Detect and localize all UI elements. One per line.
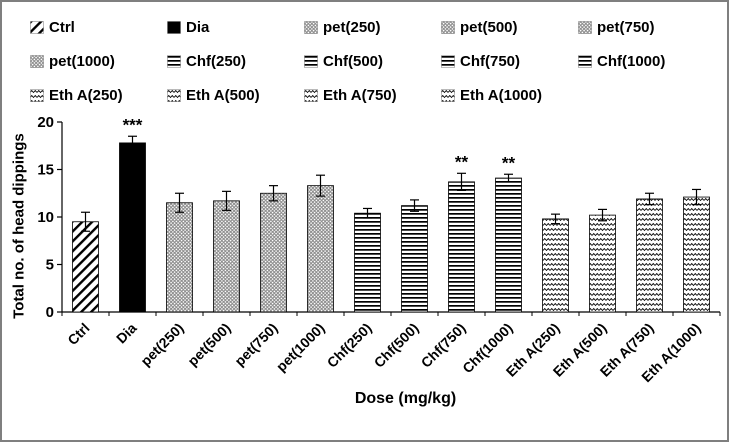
legend-swatch-dots-icon xyxy=(441,20,455,34)
legend-swatch-zigzag-icon xyxy=(167,88,181,102)
legend-swatch-hlines-icon xyxy=(167,54,181,68)
legend-item-chf-1000: Chf(1000) xyxy=(578,44,715,78)
legend-swatch-hlines-icon xyxy=(441,54,455,68)
chart-area: Total no. of head dippings 0 5 10 15 20 Ctrl *… xyxy=(6,112,725,412)
bar-pet-750 xyxy=(260,192,287,313)
bar-eth-a-1000 xyxy=(683,196,710,313)
legend-swatch-solid-icon xyxy=(167,20,181,34)
legend-label: Chf(500) xyxy=(323,52,384,70)
legend-label: pet(750) xyxy=(597,18,655,36)
legend-item-pet-250: pet(250) xyxy=(304,10,441,44)
legend-swatch-dots-icon xyxy=(578,20,592,34)
x-tick-label-pet-1000: pet(1000) xyxy=(273,320,328,375)
legend-item-eth-a-1000: Eth A(1000) xyxy=(441,78,578,112)
x-axis-title: Dose (mg/kg) xyxy=(354,390,457,407)
legend-swatch-hlines-icon xyxy=(304,54,318,68)
legend-label: pet(500) xyxy=(460,18,518,36)
bar-pet-500 xyxy=(213,200,240,313)
legend-item-pet-500: pet(500) xyxy=(441,10,578,44)
legend-swatch-dots-icon xyxy=(30,54,44,68)
legend-label: Eth A(1000) xyxy=(460,86,542,104)
chart-legend: Ctrl Dia pet(250) pet(500) pet(750) pet(1000)… xyxy=(6,4,725,112)
bar-chf-500 xyxy=(401,205,428,313)
x-tick-label-chf-500: Chf(500) xyxy=(371,320,422,371)
legend-swatch-zigzag-icon xyxy=(441,88,455,102)
legend-label: pet(1000) xyxy=(49,52,115,70)
y-axis-title: Total no. of head dippings xyxy=(6,112,32,412)
y-tick-label: 0 xyxy=(46,304,54,321)
y-tick-label: 10 xyxy=(37,209,54,226)
x-tick-label-pet-250: pet(250) xyxy=(137,320,186,369)
legend-label: pet(250) xyxy=(323,18,381,36)
y-tick-label: 20 xyxy=(37,114,54,131)
bar-chf-250 xyxy=(354,212,381,313)
legend-swatch-diagonal-icon xyxy=(30,20,44,34)
y-tick-label: 5 xyxy=(46,257,54,274)
bar-chf-1000 xyxy=(495,177,522,313)
legend-label: Ctrl xyxy=(49,18,75,36)
legend-swatch-hlines-icon xyxy=(578,54,592,68)
legend-label: Eth A(500) xyxy=(186,86,260,104)
x-tick-label-chf-250: Chf(250) xyxy=(324,320,375,371)
x-tick-label-ctrl: Ctrl xyxy=(64,320,92,348)
x-tick-label-dia: Dia xyxy=(113,320,140,347)
legend-item-eth-a-750: Eth A(750) xyxy=(304,78,441,112)
legend-label: Eth A(750) xyxy=(323,86,397,104)
significance-label: *** xyxy=(123,115,143,134)
x-tick-label-pet-500: pet(500) xyxy=(184,320,233,369)
bar-eth-a-750 xyxy=(636,198,663,313)
legend-item-chf-250: Chf(250) xyxy=(167,44,304,78)
legend-label: Chf(750) xyxy=(460,52,521,70)
legend-label: Chf(250) xyxy=(186,52,247,70)
bar-pet-1000 xyxy=(307,185,334,313)
bar-pet-250 xyxy=(166,202,193,313)
legend-item-ctrl: Ctrl xyxy=(30,10,167,44)
legend-item-eth-a-500: Eth A(500) xyxy=(167,78,304,112)
legend-label: Dia xyxy=(186,18,210,36)
bar-eth-a-250 xyxy=(542,218,569,313)
legend-item-chf-500: Chf(500) xyxy=(304,44,441,78)
legend-item-eth-a-250: Eth A(250) xyxy=(30,78,167,112)
legend-label: Eth A(250) xyxy=(49,86,123,104)
legend-label: Chf(1000) xyxy=(597,52,666,70)
significance-label: ** xyxy=(502,153,516,172)
legend-swatch-dots-icon xyxy=(304,20,318,34)
legend-item-dia: Dia xyxy=(167,10,304,44)
legend-item-chf-750: Chf(750) xyxy=(441,44,578,78)
bar-chf-750 xyxy=(448,181,475,313)
significance-label: ** xyxy=(455,152,469,171)
legend-item-pet-750: pet(750) xyxy=(578,10,715,44)
legend-swatch-zigzag-icon xyxy=(30,88,44,102)
chart-plot: 05101520Ctrl***Diapet(250)pet(500)pet(75… xyxy=(37,114,721,385)
legend-item-pet-1000: pet(1000) xyxy=(30,44,167,78)
legend-swatch-zigzag-icon xyxy=(304,88,318,102)
y-axis-title-text: Total no. of head dippings xyxy=(10,133,28,319)
bar-ctrl xyxy=(72,221,99,313)
bar-dia xyxy=(119,142,146,313)
bar-eth-a-500 xyxy=(589,214,616,313)
y-tick-label: 15 xyxy=(37,162,54,179)
